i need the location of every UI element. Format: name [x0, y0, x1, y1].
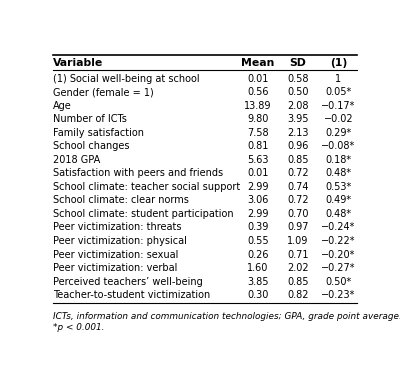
Text: −0.23*: −0.23* — [321, 290, 356, 300]
Text: 0.26: 0.26 — [247, 249, 268, 259]
Text: 5.63: 5.63 — [247, 155, 268, 165]
Text: SD: SD — [290, 58, 306, 68]
Text: 0.85: 0.85 — [287, 277, 309, 286]
Text: 0.85: 0.85 — [287, 155, 309, 165]
Text: School climate: clear norms: School climate: clear norms — [53, 195, 189, 206]
Text: 0.72: 0.72 — [287, 195, 309, 206]
Text: 2.08: 2.08 — [287, 101, 309, 111]
Text: Mean: Mean — [241, 58, 274, 68]
Text: 0.72: 0.72 — [287, 168, 309, 178]
Text: 0.48*: 0.48* — [325, 209, 351, 219]
Text: 0.50: 0.50 — [287, 87, 309, 97]
Text: Peer victimization: sexual: Peer victimization: sexual — [53, 249, 178, 259]
Text: 0.81: 0.81 — [247, 141, 268, 151]
Text: (1): (1) — [330, 58, 347, 68]
Text: 0.49*: 0.49* — [325, 195, 351, 206]
Text: Peer victimization: threats: Peer victimization: threats — [53, 222, 182, 233]
Text: −0.17*: −0.17* — [321, 101, 356, 111]
Text: 9.80: 9.80 — [247, 114, 268, 124]
Text: −0.08*: −0.08* — [321, 141, 356, 151]
Text: Family satisfaction: Family satisfaction — [53, 128, 144, 138]
Text: 0.18*: 0.18* — [325, 155, 351, 165]
Text: Number of ICTs: Number of ICTs — [53, 114, 127, 124]
Text: 1.60: 1.60 — [247, 263, 268, 273]
Text: 0.48*: 0.48* — [325, 168, 351, 178]
Text: 3.06: 3.06 — [247, 195, 268, 206]
Text: ICTs, information and communication technologies; GPA, grade point average.: ICTs, information and communication tech… — [53, 312, 400, 321]
Text: 0.74: 0.74 — [287, 182, 309, 192]
Text: Gender (female = 1): Gender (female = 1) — [53, 87, 154, 97]
Text: Peer victimization: verbal: Peer victimization: verbal — [53, 263, 178, 273]
Text: (1) Social well-being at school: (1) Social well-being at school — [53, 74, 200, 84]
Text: 0.70: 0.70 — [287, 209, 309, 219]
Text: 0.05*: 0.05* — [325, 87, 352, 97]
Text: 0.55: 0.55 — [247, 236, 268, 246]
Text: School climate: teacher social support: School climate: teacher social support — [53, 182, 240, 192]
Text: 3.85: 3.85 — [247, 277, 268, 286]
Text: −0.20*: −0.20* — [321, 249, 356, 259]
Text: Perceived teachers’ well-being: Perceived teachers’ well-being — [53, 277, 203, 286]
Text: School changes: School changes — [53, 141, 130, 151]
Text: −0.02: −0.02 — [324, 114, 353, 124]
Text: 2.99: 2.99 — [247, 209, 268, 219]
Text: *p < 0.001.: *p < 0.001. — [53, 324, 105, 332]
Text: 0.82: 0.82 — [287, 290, 309, 300]
Text: Age: Age — [53, 101, 72, 111]
Text: 3.95: 3.95 — [287, 114, 309, 124]
Text: 0.50*: 0.50* — [325, 277, 352, 286]
Text: Teacher-to-student victimization: Teacher-to-student victimization — [53, 290, 210, 300]
Text: Peer victimization: physical: Peer victimization: physical — [53, 236, 187, 246]
Text: Variable: Variable — [53, 58, 103, 68]
Text: 0.29*: 0.29* — [325, 128, 352, 138]
Text: 0.53*: 0.53* — [325, 182, 352, 192]
Text: 13.89: 13.89 — [244, 101, 272, 111]
Text: 0.30: 0.30 — [247, 290, 268, 300]
Text: Satisfaction with peers and friends: Satisfaction with peers and friends — [53, 168, 223, 178]
Text: 0.01: 0.01 — [247, 168, 268, 178]
Text: 0.71: 0.71 — [287, 249, 309, 259]
Text: 7.58: 7.58 — [247, 128, 268, 138]
Text: School climate: student participation: School climate: student participation — [53, 209, 234, 219]
Text: −0.27*: −0.27* — [321, 263, 356, 273]
Text: 0.96: 0.96 — [287, 141, 309, 151]
Text: 1: 1 — [335, 74, 341, 84]
Text: 0.97: 0.97 — [287, 222, 309, 233]
Text: 0.01: 0.01 — [247, 74, 268, 84]
Text: 0.56: 0.56 — [247, 87, 268, 97]
Text: −0.22*: −0.22* — [321, 236, 356, 246]
Text: 2.13: 2.13 — [287, 128, 309, 138]
Text: 2.02: 2.02 — [287, 263, 309, 273]
Text: 0.39: 0.39 — [247, 222, 268, 233]
Text: 2018 GPA: 2018 GPA — [53, 155, 100, 165]
Text: 0.58: 0.58 — [287, 74, 309, 84]
Text: −0.24*: −0.24* — [321, 222, 356, 233]
Text: 2.99: 2.99 — [247, 182, 268, 192]
Text: 1.09: 1.09 — [287, 236, 309, 246]
